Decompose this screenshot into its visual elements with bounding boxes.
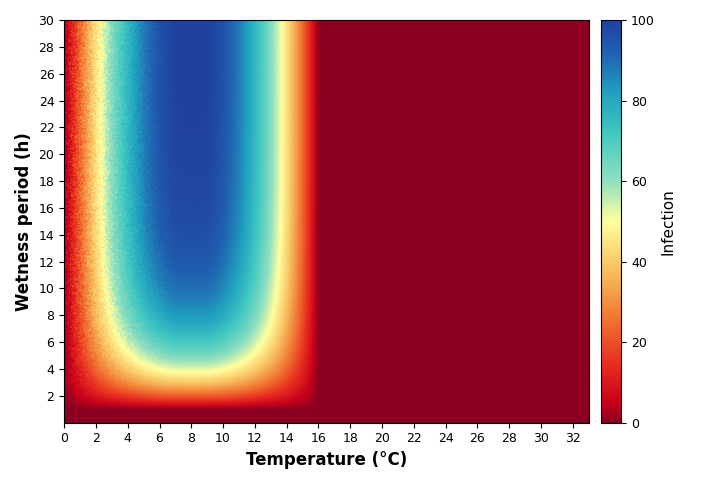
Y-axis label: Wetness period (h): Wetness period (h) [15, 132, 33, 311]
Y-axis label: Infection: Infection [661, 188, 675, 255]
X-axis label: Temperature (°C): Temperature (°C) [246, 451, 407, 469]
